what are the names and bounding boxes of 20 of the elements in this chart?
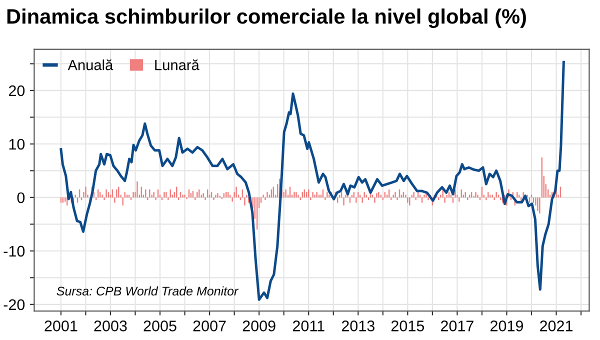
x-tick-label: 2019 [490, 320, 523, 332]
x-tick-label: 2005 [144, 320, 176, 332]
x-tick-label: 2021 [540, 320, 573, 332]
x-tick-label: 2003 [94, 320, 127, 332]
chart-title: Dinamica schimburilor comerciale la nivel global (%) [7, 8, 526, 28]
x-tick-label: 2013 [342, 320, 374, 332]
y-tick-label: -20 [4, 299, 25, 310]
annotation: Sursa: CPB World Trade Monitor [56, 286, 239, 296]
x-tick-label: 2001 [44, 320, 78, 332]
legend-label: Lunară [155, 59, 200, 70]
y-tick-label: 10 [9, 138, 25, 150]
x-tick-label: 2011 [292, 320, 324, 332]
y-tick-label: 20 [8, 85, 25, 96]
y-tick-label: -10 [4, 246, 25, 257]
x-tick-label: 2009 [242, 320, 276, 332]
legend-label: Anuală [68, 59, 114, 70]
x-tick-label: 2017 [440, 320, 474, 332]
x-tick-label: 2007 [193, 320, 226, 332]
x-tick-label: 2015 [391, 320, 424, 332]
y-tick-label: 0 [17, 192, 25, 204]
